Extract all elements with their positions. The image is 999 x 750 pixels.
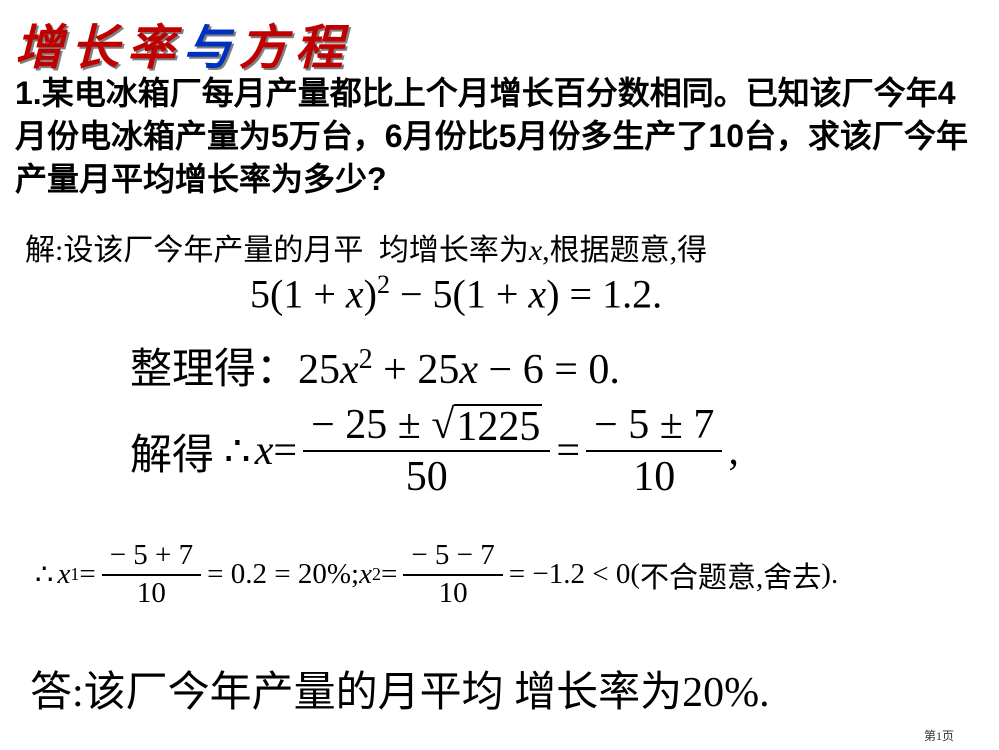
eq3-num1: − 25 ± √1225 (303, 402, 550, 452)
eq3-therefore: ∴ (224, 426, 251, 476)
eq4-sub2: 2 (372, 564, 381, 585)
eq2-plus: + 25 (373, 347, 460, 393)
eq3-comma: , (728, 427, 739, 475)
setup-text-b: 均增长率为 (379, 234, 529, 267)
eq4-den1: 10 (129, 576, 174, 610)
eq3-num1a: − 25 ± (311, 402, 431, 448)
eq3-x: x (255, 427, 274, 475)
title-part3: 方程 (239, 22, 351, 75)
title-part1: 增长率 (15, 22, 183, 75)
eq2-tail: − 6 = 0. (478, 347, 620, 393)
eq4-sub1: 1 (70, 564, 79, 585)
eq3-num2: − 5 ± 7 (586, 402, 722, 452)
problem-statement: 1.某电冰箱厂每月产量都比上个月增长百分数相同。已知该厂今年4月份电冰箱产量为5… (15, 72, 985, 202)
eq3-frac1: − 25 ± √1225 50 (303, 402, 550, 500)
eq3-prefix: 解得 (130, 421, 214, 482)
eq2-a: 25 (298, 347, 340, 393)
eq4-num2: − 5 − 7 (403, 540, 502, 576)
eq4-den2: 10 (431, 576, 476, 610)
eq4-x2: x (359, 558, 372, 591)
eq4-num1: − 5 + 7 (102, 540, 201, 576)
eq3-den2: 10 (625, 452, 683, 500)
sqrt-icon: √1225 (431, 402, 542, 448)
eq4-eq2: = (381, 558, 397, 591)
eq4-x1: x (57, 558, 70, 591)
solution-setup: 解:设该厂今年产量的月平 均增长率为x,根据题意,得 (25, 225, 707, 269)
eq3-den1: 50 (398, 452, 456, 500)
eq4-eq1: = (79, 558, 95, 591)
eq4-tailc: ). (821, 558, 838, 591)
equation-1: 5(1 + x)2 − 5(1 + x) = 1.2. (250, 270, 662, 317)
setup-text-c: ,根据题意,得 (542, 234, 707, 267)
eq4-therefore: ∴ (35, 557, 53, 592)
slide-title: 增长率与方程 (15, 8, 351, 78)
equation-4: ∴ x1 = − 5 + 7 10 = 0.2 = 20%; x2 = − 5 … (35, 540, 838, 610)
eq4-taila: = −1.2 < 0( (509, 558, 640, 591)
eq2-x2: x (459, 347, 478, 393)
eq2-prefix: 整理得： (130, 347, 298, 393)
title-part2: 与 (183, 22, 239, 75)
equation-2: 整理得：25x2 + 25x − 6 = 0. (130, 335, 620, 396)
eq3-eq2: = (556, 427, 580, 475)
eq3-frac2: − 5 ± 7 10 (586, 402, 722, 500)
equation-3: 解得 ∴ x = − 25 ± √1225 50 = − 5 ± 7 10 , (130, 402, 739, 500)
eq4-mid: = 0.2 = 20%; (207, 558, 359, 591)
page-number: 第1页 (924, 727, 954, 744)
var-x: x (529, 234, 542, 267)
eq4-frac1: − 5 + 7 10 (102, 540, 201, 610)
eq3-sqrt: 1225 (454, 404, 542, 448)
eq4-tailb: 不合题意,舍去 (640, 554, 821, 596)
eq4-frac2: − 5 − 7 10 (403, 540, 502, 610)
setup-text-a: 解:设该厂今年产量的月平 (25, 234, 363, 267)
eq3-eq1: = (273, 427, 297, 475)
answer-line: 答:该厂今年产量的月平均 增长率为20%. (30, 658, 770, 719)
eq2-pow: 2 (359, 344, 373, 375)
eq2-x1: x (340, 347, 359, 393)
